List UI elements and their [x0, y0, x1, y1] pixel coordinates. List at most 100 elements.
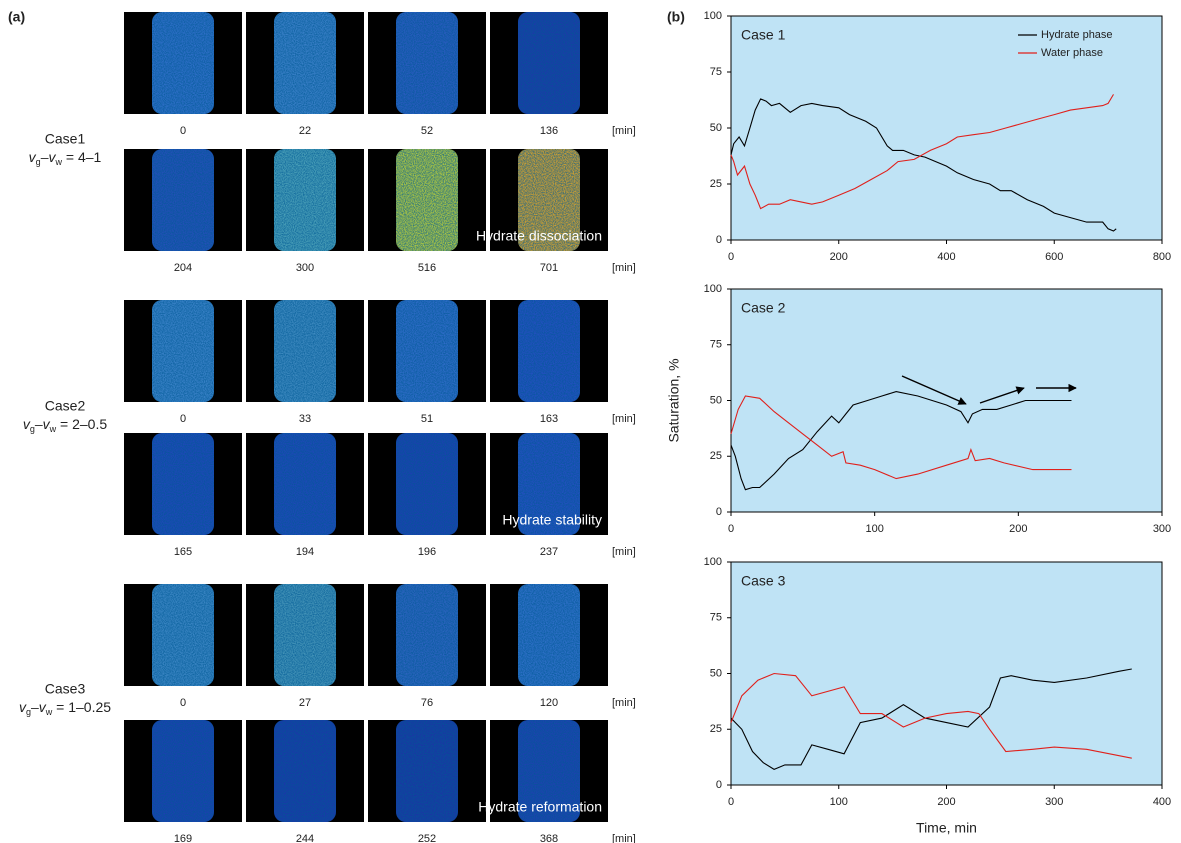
- chart-title: Case 1: [741, 27, 786, 43]
- image-speckle: [152, 433, 214, 535]
- y-tick-label: 0: [716, 234, 722, 246]
- time-label: 0: [180, 697, 186, 709]
- time-label: 204: [174, 262, 192, 274]
- image-speckle: [518, 720, 580, 822]
- time-label: 244: [296, 833, 314, 843]
- image-speckle: [152, 12, 214, 114]
- annotation: Hydrate stability: [502, 512, 602, 528]
- chart-title: Case 2: [741, 300, 786, 316]
- image-speckle: [152, 584, 214, 686]
- unit-label: [min]: [612, 697, 636, 709]
- case-title: Case1: [45, 131, 86, 147]
- y-tick-label: 75: [710, 612, 722, 624]
- arrows: [901, 375, 1077, 405]
- unit-label: [min]: [612, 833, 636, 843]
- time-label: 368: [540, 833, 558, 843]
- image-speckle: [396, 720, 458, 822]
- time-label: 27: [299, 697, 311, 709]
- condition-part: g: [30, 424, 35, 434]
- condition-part: g: [36, 157, 41, 167]
- time-label: 0: [180, 125, 186, 137]
- y-tick-label: 25: [710, 178, 722, 190]
- data-line: [730, 395, 1072, 480]
- image-speckle: [152, 300, 214, 402]
- y-tick-label: 0: [716, 779, 722, 791]
- x-tick-label: 400: [1153, 796, 1171, 808]
- x-tick-label: 0: [728, 251, 734, 263]
- time-label: 76: [421, 697, 433, 709]
- data-line: [730, 94, 1114, 210]
- y-tick-label: 50: [710, 122, 722, 134]
- time-label: 22: [299, 125, 311, 137]
- time-label: 252: [418, 833, 436, 843]
- time-label: 701: [540, 262, 558, 274]
- y-tick-label: 50: [710, 667, 722, 679]
- image-speckle: [396, 584, 458, 686]
- image-speckle: [396, 149, 458, 251]
- condition-part: v: [19, 699, 27, 715]
- condition-part: = 2–0.5: [56, 416, 107, 432]
- image-speckle: [518, 149, 580, 251]
- condition-part: v: [29, 149, 37, 165]
- time-label: 300: [296, 262, 314, 274]
- case-condition: vg–vw = 2–0.5: [23, 416, 108, 435]
- y-tick-label: 50: [710, 394, 722, 406]
- unit-label: [min]: [612, 262, 636, 274]
- time-label: 33: [299, 413, 311, 425]
- data-line: [730, 668, 1132, 771]
- chart-title: Case 3: [741, 573, 786, 589]
- data-line: [730, 672, 1132, 759]
- plot-area: [730, 561, 1163, 786]
- legend-label: Water phase: [1041, 47, 1103, 59]
- time-label: 196: [418, 546, 436, 558]
- x-tick-label: 200: [1009, 523, 1027, 535]
- y-axis-label: Saturation, %: [666, 358, 682, 442]
- legend-label: Hydrate phase: [1041, 29, 1113, 41]
- condition-part: w: [54, 157, 62, 167]
- image-speckle: [274, 584, 336, 686]
- case-condition: vg–vw = 1–0.25: [19, 699, 111, 718]
- y-tick-label: 100: [704, 556, 722, 568]
- unit-label: [min]: [612, 125, 636, 137]
- annotation: Hydrate dissociation: [476, 228, 602, 244]
- y-tick-label: 100: [704, 283, 722, 295]
- case-title: Case3: [45, 681, 86, 697]
- x-tick-label: 200: [937, 796, 955, 808]
- x-tick-label: 300: [1045, 796, 1063, 808]
- condition-part: –v: [30, 699, 47, 715]
- condition-part: v: [23, 416, 31, 432]
- x-tick-label: 400: [937, 251, 955, 263]
- time-label: 516: [418, 262, 436, 274]
- panel-label: (a): [8, 9, 25, 25]
- panel-label: (b): [667, 9, 685, 25]
- plot-area: [730, 288, 1163, 513]
- y-tick-label: 25: [710, 723, 722, 735]
- condition-part: w: [49, 424, 57, 434]
- time-label: 0: [180, 413, 186, 425]
- image-speckle: [518, 584, 580, 686]
- time-label: 237: [540, 546, 558, 558]
- time-label: 52: [421, 125, 433, 137]
- image-speckle: [518, 433, 580, 535]
- condition-part: g: [26, 707, 31, 717]
- x-tick-label: 0: [728, 796, 734, 808]
- time-label: 51: [421, 413, 433, 425]
- annotation: Hydrate reformation: [478, 799, 602, 815]
- x-tick-label: 300: [1153, 523, 1171, 535]
- x-tick-label: 100: [865, 523, 883, 535]
- image-speckle: [518, 300, 580, 402]
- image-speckle: [274, 149, 336, 251]
- image-speckle: [274, 300, 336, 402]
- y-tick-label: 25: [710, 450, 722, 462]
- y-tick-label: 75: [710, 339, 722, 351]
- data-line: [730, 98, 1117, 232]
- x-tick-label: 600: [1045, 251, 1063, 263]
- image-speckle: [396, 12, 458, 114]
- unit-label: [min]: [612, 546, 636, 558]
- image-speckle: [518, 12, 580, 114]
- x-tick-label: 200: [830, 251, 848, 263]
- time-label: 169: [174, 833, 192, 843]
- y-tick-label: 0: [716, 506, 722, 518]
- condition-part: –v: [40, 149, 57, 165]
